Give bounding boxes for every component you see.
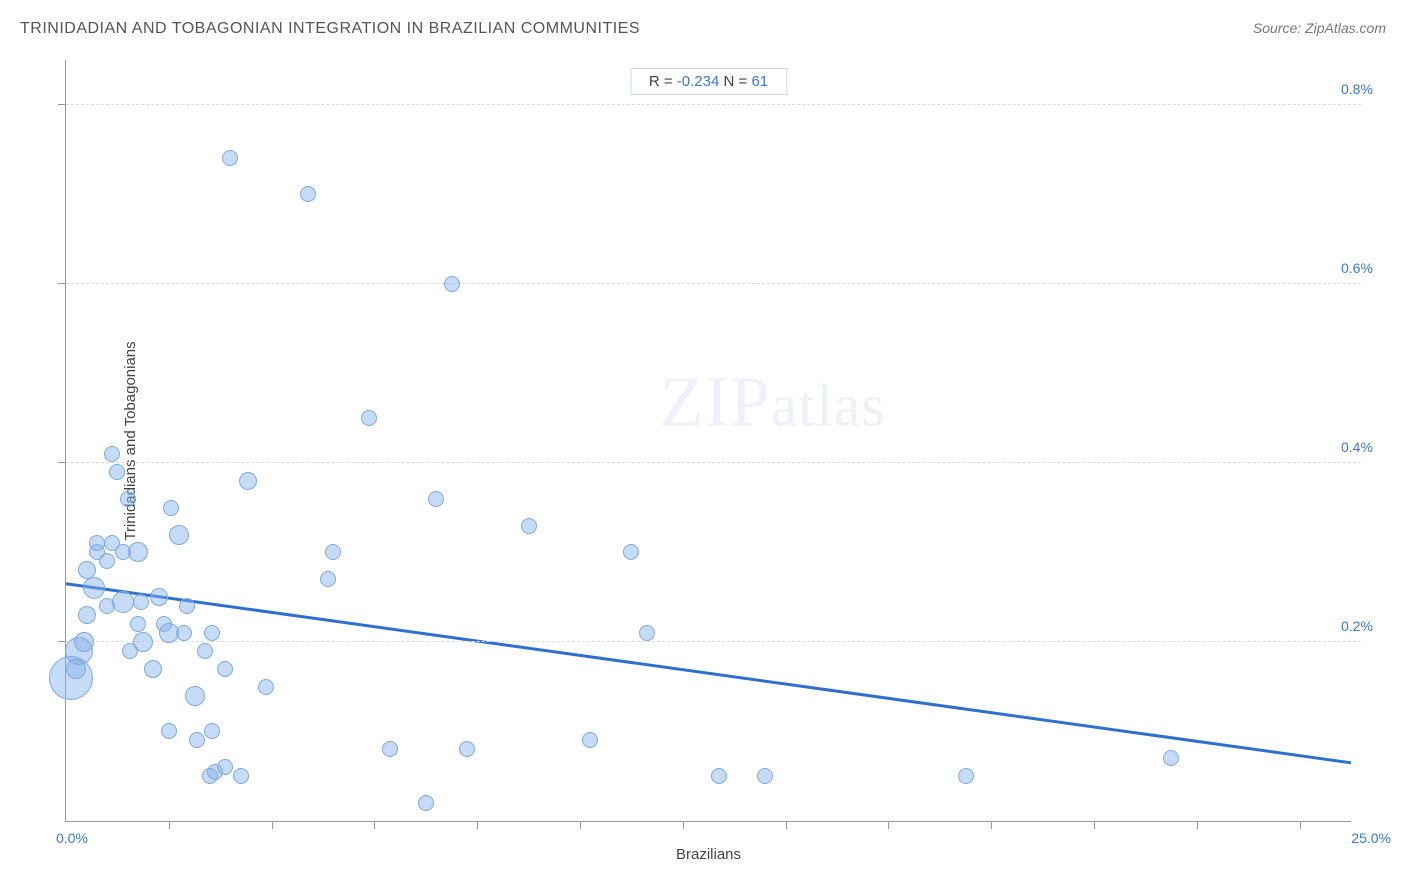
x-tick	[991, 821, 992, 829]
data-point	[130, 616, 146, 632]
data-point	[112, 591, 134, 613]
data-point	[325, 544, 341, 560]
data-point	[958, 768, 974, 784]
data-point	[66, 659, 86, 679]
x-tick	[1197, 821, 1198, 829]
x-tick	[786, 821, 787, 829]
data-point	[150, 588, 168, 606]
data-point	[169, 525, 189, 545]
data-point	[99, 553, 115, 569]
data-point	[104, 446, 120, 462]
y-tick-label: 0.2%	[1341, 618, 1391, 634]
data-point	[239, 472, 257, 490]
y-tick-label: 0.4%	[1341, 439, 1391, 455]
data-point	[133, 632, 153, 652]
gridline	[66, 104, 1361, 105]
x-axis-label: Brazilians	[676, 846, 741, 863]
data-point	[623, 544, 639, 560]
x-tick	[580, 821, 581, 829]
data-point	[204, 625, 220, 641]
y-tick	[58, 641, 66, 642]
data-point	[189, 732, 205, 748]
data-point	[757, 768, 773, 784]
page-title: TRINIDADIAN AND TOBAGONIAN INTEGRATION I…	[20, 20, 640, 37]
data-point	[639, 625, 655, 641]
data-point	[161, 723, 177, 739]
data-point	[163, 500, 179, 516]
y-tick-label: 0.8%	[1341, 81, 1391, 97]
x-max-label: 25.0%	[1351, 830, 1391, 846]
y-tick-label: 0.6%	[1341, 260, 1391, 276]
gridline	[66, 641, 1361, 642]
x-tick	[1300, 821, 1301, 829]
data-point	[185, 686, 205, 706]
gridline	[66, 462, 1361, 463]
data-point	[217, 661, 233, 677]
plot-area: R = -0.234 N = 61 ZIPatlas Trinidadians …	[65, 60, 1351, 822]
x-origin-label: 0.0%	[56, 830, 88, 846]
y-tick	[58, 283, 66, 284]
source-name: ZipAtlas.com	[1305, 20, 1386, 36]
x-tick	[1094, 821, 1095, 829]
data-point	[582, 732, 598, 748]
data-point	[428, 491, 444, 507]
x-tick	[888, 821, 889, 829]
data-point	[128, 542, 148, 562]
x-tick	[169, 821, 170, 829]
data-point	[459, 741, 475, 757]
data-point	[109, 464, 125, 480]
y-tick	[58, 104, 66, 105]
data-point	[176, 625, 192, 641]
data-point	[418, 795, 434, 811]
data-point	[204, 723, 220, 739]
y-axis-label: Trinidadians and Tobagonians	[122, 341, 139, 540]
scatter-chart: R = -0.234 N = 61 ZIPatlas Trinidadians …	[15, 55, 1391, 877]
data-point	[258, 679, 274, 695]
data-point	[521, 518, 537, 534]
data-point	[78, 606, 96, 624]
data-point	[133, 594, 149, 610]
data-point	[300, 186, 316, 202]
gridline	[66, 283, 1361, 284]
trend-line	[66, 60, 1351, 821]
x-tick	[683, 821, 684, 829]
data-point	[1163, 750, 1179, 766]
source-prefix: Source:	[1253, 20, 1305, 36]
data-point	[320, 571, 336, 587]
data-point	[222, 150, 238, 166]
data-point	[197, 643, 213, 659]
x-tick	[477, 821, 478, 829]
data-point	[83, 577, 105, 599]
data-point	[217, 759, 233, 775]
data-point	[89, 535, 105, 551]
x-tick	[272, 821, 273, 829]
data-point	[361, 410, 377, 426]
x-tick	[374, 821, 375, 829]
data-point	[179, 598, 195, 614]
data-point	[120, 491, 136, 507]
data-point	[144, 660, 162, 678]
data-point	[711, 768, 727, 784]
source-credit: Source: ZipAtlas.com	[1253, 20, 1386, 36]
data-point	[233, 768, 249, 784]
data-point	[444, 276, 460, 292]
data-point	[382, 741, 398, 757]
data-point	[74, 632, 94, 652]
y-tick	[58, 462, 66, 463]
